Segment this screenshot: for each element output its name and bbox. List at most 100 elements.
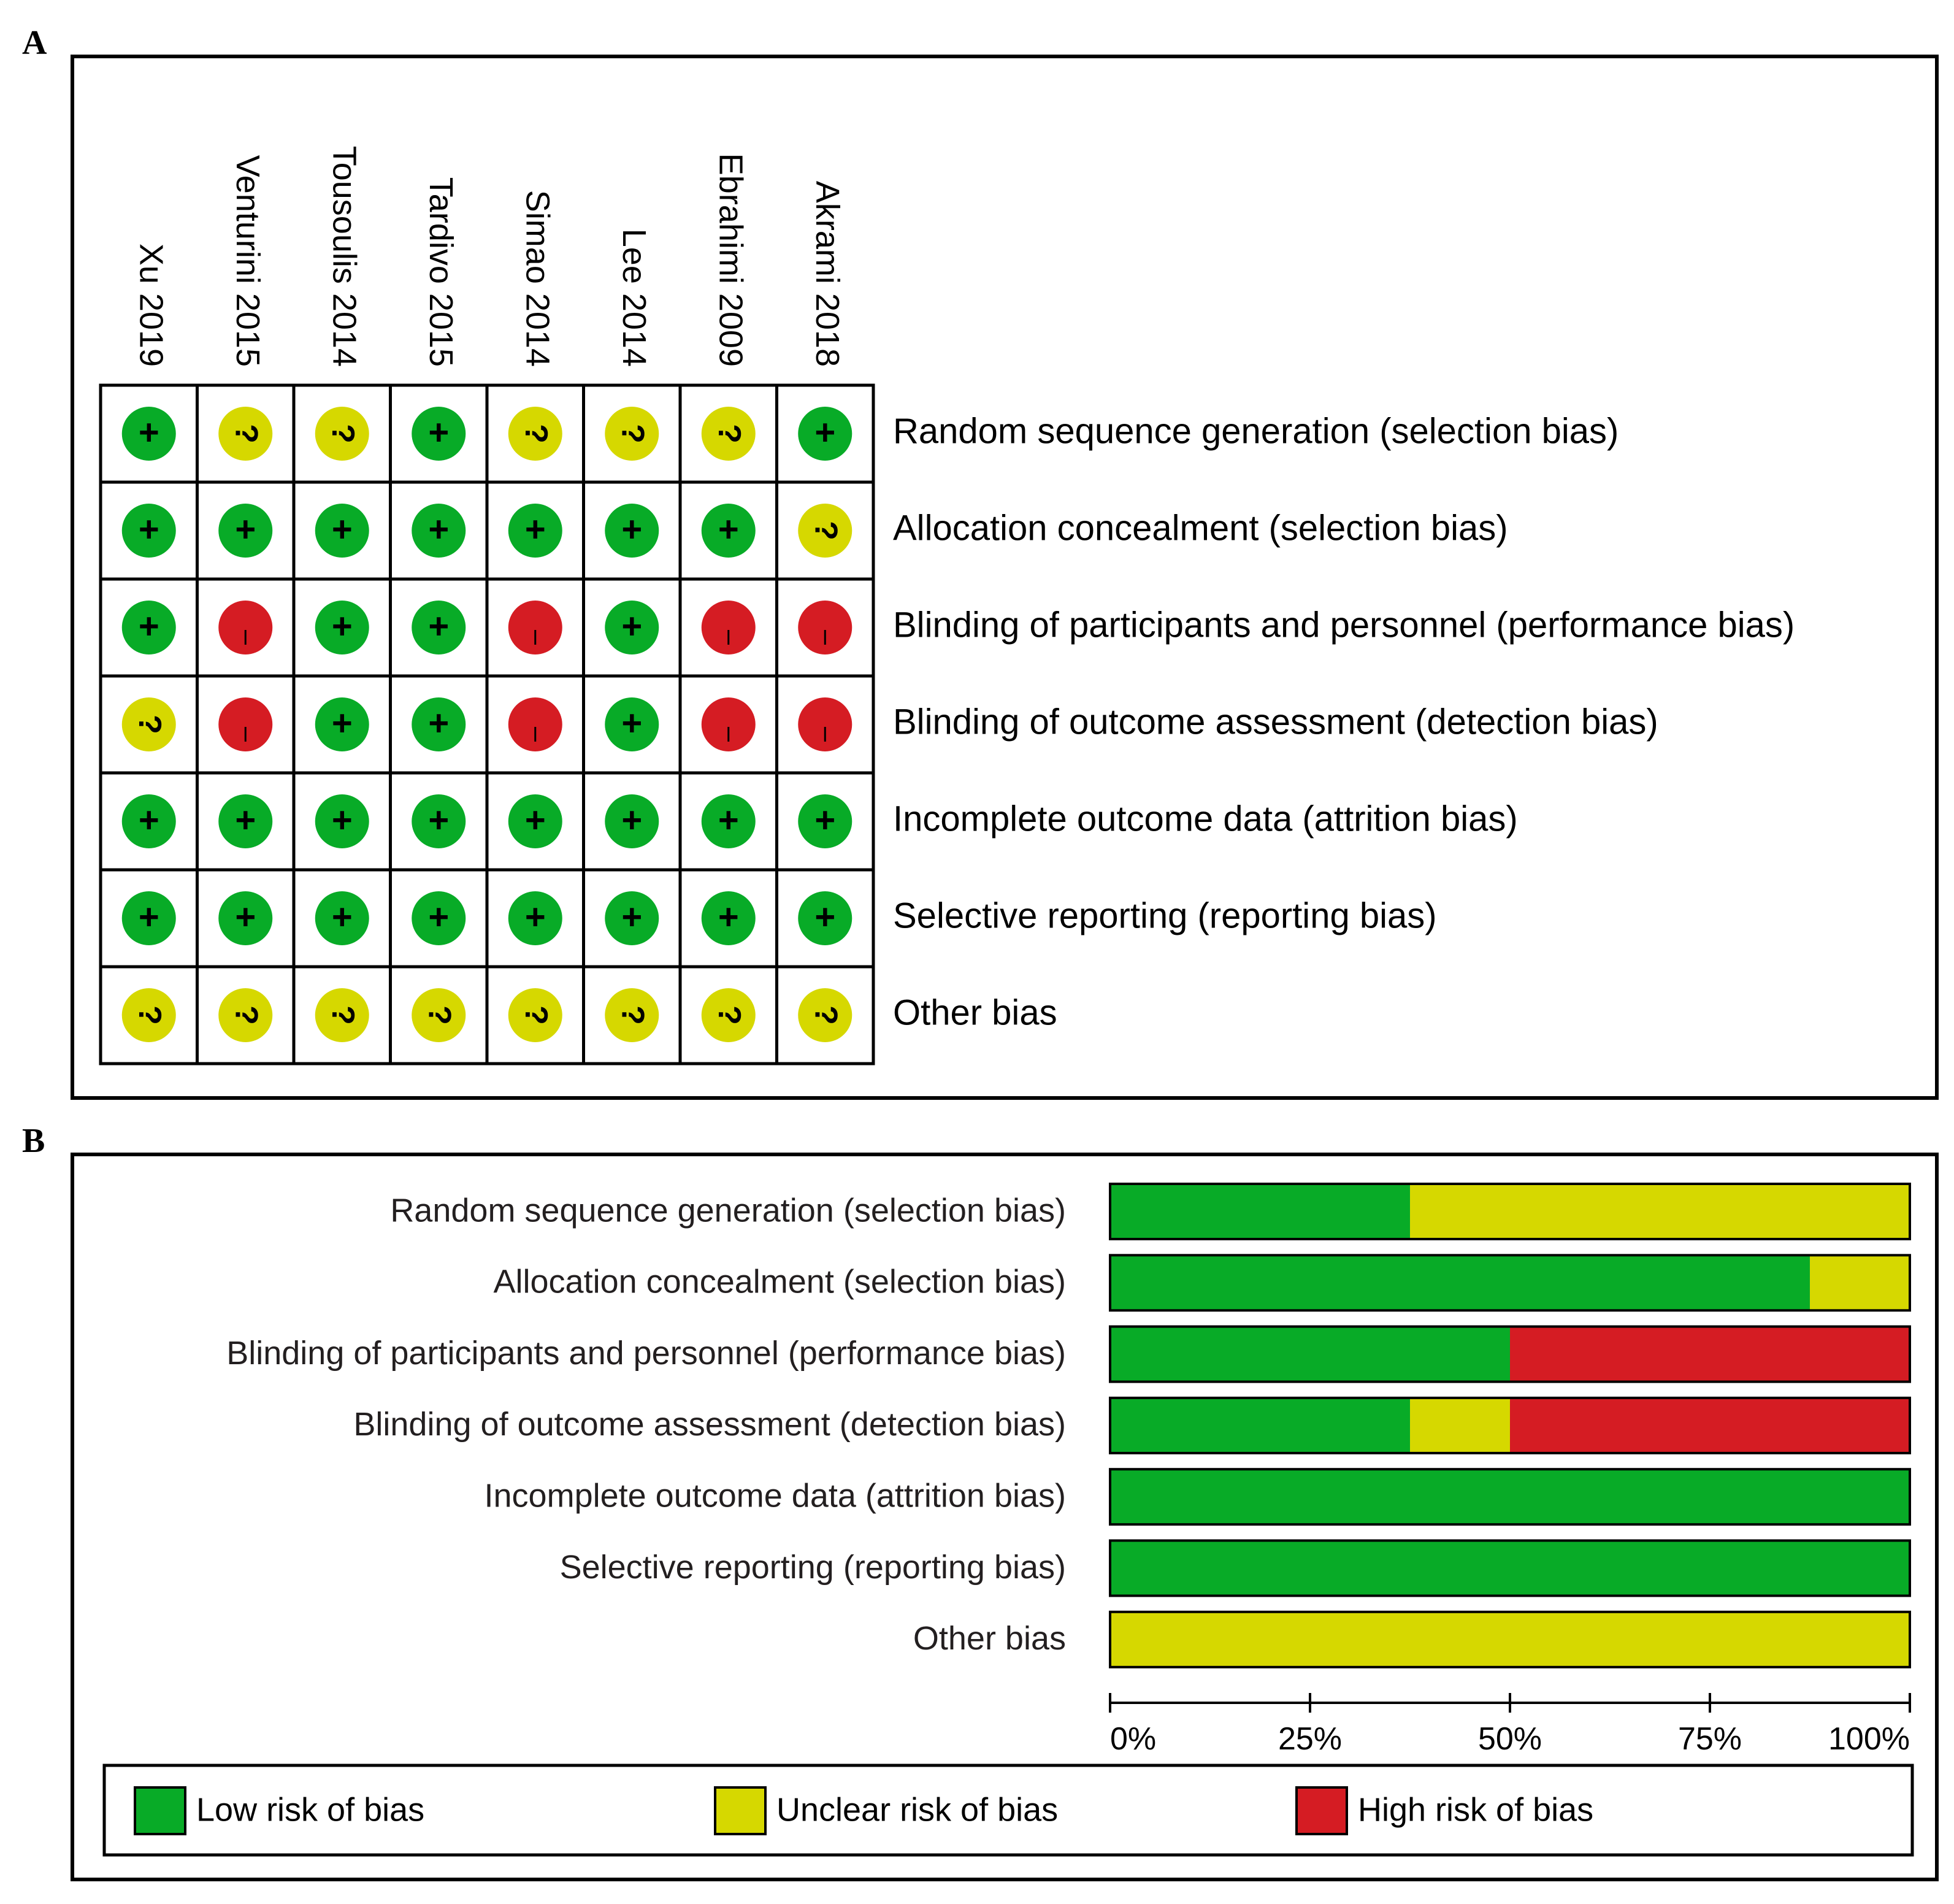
question-circle-icon (701, 407, 756, 461)
bar-outline (1109, 1539, 1911, 1597)
plus-circle-icon (121, 794, 176, 848)
judgement-symbol: + (332, 703, 353, 743)
panel-b-frame (71, 1153, 1939, 1881)
question-circle-icon (605, 988, 659, 1042)
judgement-symbol: ? (132, 1005, 167, 1025)
domain-label: Allocation concealment (selection bias) (893, 508, 1508, 548)
x-tick-label: 50% (1478, 1721, 1542, 1757)
legend-swatch-high (1295, 1786, 1348, 1835)
plus-circle-icon (121, 504, 176, 558)
judgement-symbol: + (428, 897, 449, 937)
judgement-symbol: ? (808, 521, 844, 540)
legend-swatch-unclear (714, 1786, 767, 1835)
judgement-symbol: + (139, 606, 159, 646)
judgement-symbol: + (332, 800, 353, 840)
bar-segment-high (1510, 1326, 1910, 1382)
domain-label: Other bias (893, 992, 1057, 1032)
summary-cell (775, 577, 875, 678)
domain-label: Selective reporting (reporting bias) (893, 896, 1437, 935)
x-tick-label: 100% (1828, 1721, 1910, 1757)
domain-label: Random sequence generation (selection bi… (893, 411, 1619, 451)
domain-label: Blinding of participants and personnel (… (893, 605, 1795, 645)
judgement-symbol: + (621, 703, 642, 743)
plus-circle-icon (605, 794, 659, 848)
bar-outline (1109, 1254, 1911, 1312)
judgement-symbol: + (428, 800, 449, 840)
risk-of-bias-graph: Random sequence generation (selection bi… (226, 1183, 1911, 1668)
minus-circle-icon (798, 697, 852, 751)
bar-segment-unclear (1410, 1184, 1910, 1239)
legend-swatch-low (134, 1786, 186, 1835)
judgement-symbol: + (718, 897, 739, 937)
summary-cell (775, 965, 875, 1065)
bar-segment-high (1510, 1397, 1910, 1453)
judgement-symbol: + (814, 800, 835, 840)
plus-circle-icon (508, 891, 562, 945)
x-axis: 0% 25% 50% 75% 100% (1109, 1693, 1911, 1757)
plus-circle-icon (798, 794, 852, 848)
judgement-symbol: ? (711, 1005, 747, 1025)
bar-outline (1109, 1325, 1911, 1383)
judgement-symbol: ? (422, 1005, 458, 1025)
minus-circle-icon (218, 697, 273, 751)
category-label: Allocation concealment (selection bias) (494, 1264, 1066, 1300)
plus-circle-icon (315, 794, 369, 848)
question-circle-icon (218, 988, 273, 1042)
judgement-symbol: ? (518, 1005, 554, 1025)
judgement-symbol: ? (615, 1005, 651, 1025)
study-label: Ebrahimi 2009 (712, 153, 749, 367)
judgement-symbol: + (139, 800, 159, 840)
study-label: Xu 2019 (132, 244, 169, 367)
judgement-symbol: + (621, 509, 642, 549)
judgement-symbol: + (621, 897, 642, 937)
plus-circle-icon (218, 504, 273, 558)
judgement-symbol: + (139, 412, 159, 452)
study-label: Tousoulis 2014 (326, 146, 362, 367)
minus-circle-icon (508, 697, 562, 751)
plus-circle-icon (412, 504, 466, 558)
category-label: Blinding of outcome assessment (detectio… (353, 1406, 1066, 1443)
plus-circle-icon (315, 697, 369, 751)
study-label: Tardivo 2015 (423, 177, 459, 367)
bar-outline (1109, 1183, 1911, 1240)
judgement-symbol: + (235, 800, 256, 840)
question-circle-icon (315, 988, 369, 1042)
plus-circle-icon (412, 697, 466, 751)
judgement-symbol: + (525, 800, 546, 840)
bar-outline (1109, 1468, 1911, 1526)
plus-circle-icon (605, 601, 659, 654)
question-circle-icon (218, 407, 273, 461)
minus-circle-icon (508, 601, 562, 654)
minus-circle-icon (701, 601, 756, 654)
judgement-symbol: + (718, 800, 739, 840)
plus-circle-icon (218, 794, 273, 848)
bar-segment-unclear (1110, 1611, 1910, 1667)
x-tick-label: 0% (1110, 1721, 1156, 1757)
judgement-symbol: + (139, 509, 159, 549)
study-label: Venturini 2015 (229, 155, 266, 367)
plus-circle-icon (121, 891, 176, 945)
question-circle-icon (605, 407, 659, 461)
judgement-symbol: + (235, 897, 256, 937)
plus-circle-icon (412, 891, 466, 945)
plus-circle-icon (798, 407, 852, 461)
domain-label: Blinding of outcome assessment (detectio… (893, 702, 1658, 742)
plus-circle-icon (218, 891, 273, 945)
minus-circle-icon (701, 697, 756, 751)
plus-circle-icon (412, 407, 466, 461)
plus-circle-icon (412, 601, 466, 654)
question-circle-icon (508, 988, 562, 1042)
panel-a-frame (71, 55, 1939, 1100)
x-tick-label: 25% (1278, 1721, 1342, 1757)
plus-circle-icon (315, 891, 369, 945)
plus-circle-icon (412, 794, 466, 848)
category-label: Incomplete outcome data (attrition bias) (485, 1477, 1066, 1514)
judgement-symbol: + (332, 606, 353, 646)
question-circle-icon (121, 697, 176, 751)
bar-segment-low (1110, 1255, 1810, 1311)
judgement-symbol: ? (518, 424, 554, 443)
judgement-symbol: + (814, 897, 835, 937)
bar-segment-low (1110, 1540, 1910, 1596)
risk-of-bias-summary: Xu 2019 Venturini 2015 Tousoulis 2014 Tardi… (99, 146, 1795, 1065)
